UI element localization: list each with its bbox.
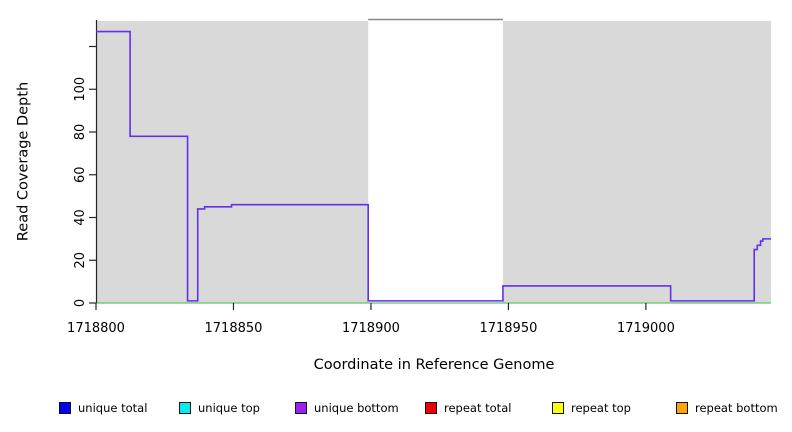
legend-swatch-icon bbox=[425, 402, 437, 414]
legend-label: repeat total bbox=[444, 401, 512, 415]
y-tick-label: 100 bbox=[73, 77, 88, 102]
x-tick-label: 1718950 bbox=[479, 321, 537, 336]
legend-label: repeat top bbox=[571, 401, 631, 415]
legend-item-repeat-top: repeat top bbox=[552, 401, 631, 415]
x-tick-label: 1718900 bbox=[342, 321, 400, 336]
legend-item-repeat-bottom: repeat bottom bbox=[676, 401, 778, 415]
legend-label: unique total bbox=[78, 401, 148, 415]
legend-item-unique-bottom: unique bottom bbox=[295, 401, 399, 415]
legend-swatch-icon bbox=[676, 402, 688, 414]
legend-swatch-icon bbox=[552, 402, 564, 414]
y-tick-label: 0 bbox=[73, 299, 88, 307]
y-tick-label: 20 bbox=[73, 252, 88, 269]
x-tick-label: 1719000 bbox=[617, 321, 675, 336]
covered-region-left bbox=[96, 21, 369, 303]
x-axis-title: Coordinate in Reference Genome bbox=[313, 357, 555, 373]
y-tick-label: 80 bbox=[73, 124, 88, 141]
legend-swatch-icon bbox=[295, 402, 307, 414]
legend-item-unique-top: unique top bbox=[179, 401, 260, 415]
legend-label: repeat bottom bbox=[695, 401, 778, 415]
x-tick-label: 1718850 bbox=[205, 321, 263, 336]
y-tick-label: 60 bbox=[73, 166, 88, 183]
legend-item-unique-total: unique total bbox=[59, 401, 147, 415]
y-axis-title: Read Coverage Depth bbox=[15, 81, 32, 242]
y-tick-label: 40 bbox=[73, 209, 88, 226]
legend-swatch-icon bbox=[59, 402, 71, 414]
legend-label: unique bottom bbox=[314, 401, 399, 415]
legend: unique total unique top unique bottom repea… bbox=[0, 401, 792, 423]
legend-item-repeat-total: repeat total bbox=[425, 401, 511, 415]
legend-swatch-icon bbox=[179, 402, 191, 414]
coverage-step-line bbox=[96, 30, 771, 302]
legend-label: unique top bbox=[198, 401, 260, 415]
covered-region-right bbox=[502, 21, 771, 303]
x-tick-label: 1718800 bbox=[67, 321, 125, 336]
